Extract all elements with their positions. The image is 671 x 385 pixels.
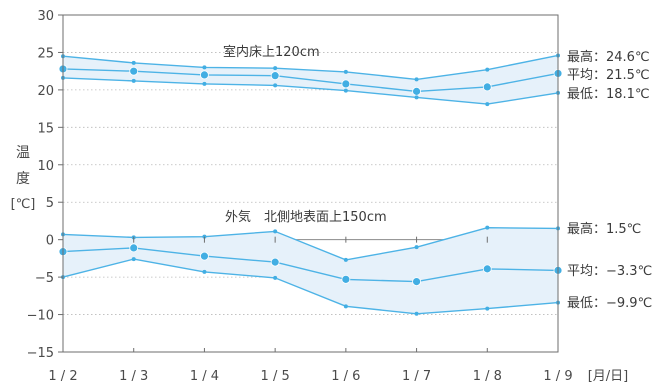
- y-tick-label--15: −15: [27, 346, 54, 361]
- data-point-1-1-1: [129, 243, 139, 253]
- data-point-0-1-5: [412, 86, 421, 96]
- data-point-1-2-4: [343, 304, 348, 309]
- series-line-1-0: [62, 226, 559, 261]
- data-point-1-2-5: [414, 311, 419, 316]
- data-point-0-1-6: [482, 82, 492, 92]
- x-axis-unit: [月/日]: [588, 369, 629, 384]
- x-tick-label-3: 1 / 5: [261, 369, 290, 384]
- y-tick-label-25: 25: [37, 46, 54, 61]
- y-axis-label-char-1: 温: [16, 145, 30, 161]
- data-point-0-1-1: [129, 66, 139, 76]
- series-line-1-2: [62, 258, 559, 315]
- data-point-1-1-3: [270, 257, 280, 267]
- x-tick-label-1: 1 / 3: [119, 369, 148, 384]
- indoor-summary-max: 最高：24.6℃: [567, 49, 650, 65]
- series-line-0-2: [62, 77, 559, 105]
- data-point-1-1-2: [200, 251, 209, 261]
- series-line-0-0: [62, 54, 559, 81]
- outdoor-summary-max: 最高：1.5℃: [567, 221, 641, 237]
- data-point-0-0-3: [273, 66, 278, 71]
- y-tick-label-0: 0: [46, 234, 54, 249]
- data-point-1-1-5: [412, 277, 421, 287]
- data-point-0-0-6: [485, 67, 490, 72]
- data-point-0-2-3: [273, 83, 278, 88]
- data-point-0-2-6: [485, 102, 490, 107]
- outdoor-summary-min: 最低：−9.9℃: [567, 296, 652, 311]
- y-axis-unit: [℃]: [11, 197, 36, 212]
- data-point-1-2-1: [131, 257, 136, 262]
- data-point-1-2-3: [273, 275, 278, 280]
- data-point-0-2-1: [131, 78, 136, 83]
- data-point-1-2-6: [485, 306, 490, 311]
- series-line-1-1: [62, 247, 559, 283]
- series-markers: [58, 53, 563, 316]
- data-point-0-1-3: [270, 71, 280, 81]
- y-tick-label-15: 15: [37, 121, 54, 136]
- data-point-0-0-5: [414, 77, 419, 82]
- indoor-group-label: 室内床上120cm: [223, 44, 320, 60]
- x-tick-label-4: 1 / 6: [331, 369, 360, 384]
- data-point-0-1-2: [200, 70, 209, 80]
- data-point-1-1-4: [341, 274, 351, 284]
- series-line-0-1: [62, 68, 559, 93]
- indoor-summary-avg: 平均：21.5℃: [567, 68, 650, 83]
- data-point-1-0-4: [343, 257, 348, 262]
- range-areas: [63, 55, 558, 314]
- data-point-1-0-5: [414, 245, 419, 250]
- data-point-1-2-2: [202, 269, 207, 274]
- data-point-1-0-6: [485, 225, 490, 230]
- x-tick-label-0: 1 / 2: [48, 369, 77, 384]
- x-tick-label-7: 1 / 9: [543, 369, 572, 384]
- x-tick-label-6: 1 / 8: [473, 369, 502, 384]
- x-tick-label-2: 1 / 4: [190, 369, 219, 384]
- y-tick-label--5: −5: [35, 271, 54, 286]
- data-point-0-2-2: [202, 81, 207, 86]
- y-axis-label-char-2: 度: [16, 171, 30, 187]
- data-point-1-1-6: [482, 264, 492, 274]
- x-axis-ticks: 1 / 2 1 / 3 1 / 4 1 / 5 1 / 6 1 / 7 1 / 8 1 / 9: [48, 236, 573, 384]
- y-tick-label-30: 30: [37, 9, 54, 24]
- outdoor-group-label: 外気 北側地表面上150cm: [225, 209, 387, 225]
- x-tick-label-5: 1 / 7: [402, 369, 431, 384]
- y-tick-label-5: 5: [46, 196, 54, 211]
- y-tick-label--10: −10: [27, 309, 54, 324]
- y-axis-ticks: 30 25 20 15 10 5 0 −5 −10 −15: [27, 9, 63, 361]
- data-point-0-0-1: [131, 60, 136, 65]
- indoor-summary-min: 最低：18.1℃: [567, 87, 650, 102]
- y-tick-label-10: 10: [37, 159, 54, 174]
- data-point-0-2-5: [414, 95, 419, 100]
- data-point-0-0-2: [202, 65, 207, 70]
- series-lines: [62, 54, 559, 315]
- data-point-0-1-4: [341, 79, 351, 89]
- data-point-1-0-3: [273, 229, 278, 234]
- data-point-0-0-4: [343, 69, 348, 74]
- data-point-0-2-4: [343, 88, 348, 93]
- plot-frame: [62, 14, 559, 353]
- outdoor-summary-avg: 平均：−3.3℃: [567, 264, 652, 279]
- y-tick-label-20: 20: [37, 84, 54, 99]
